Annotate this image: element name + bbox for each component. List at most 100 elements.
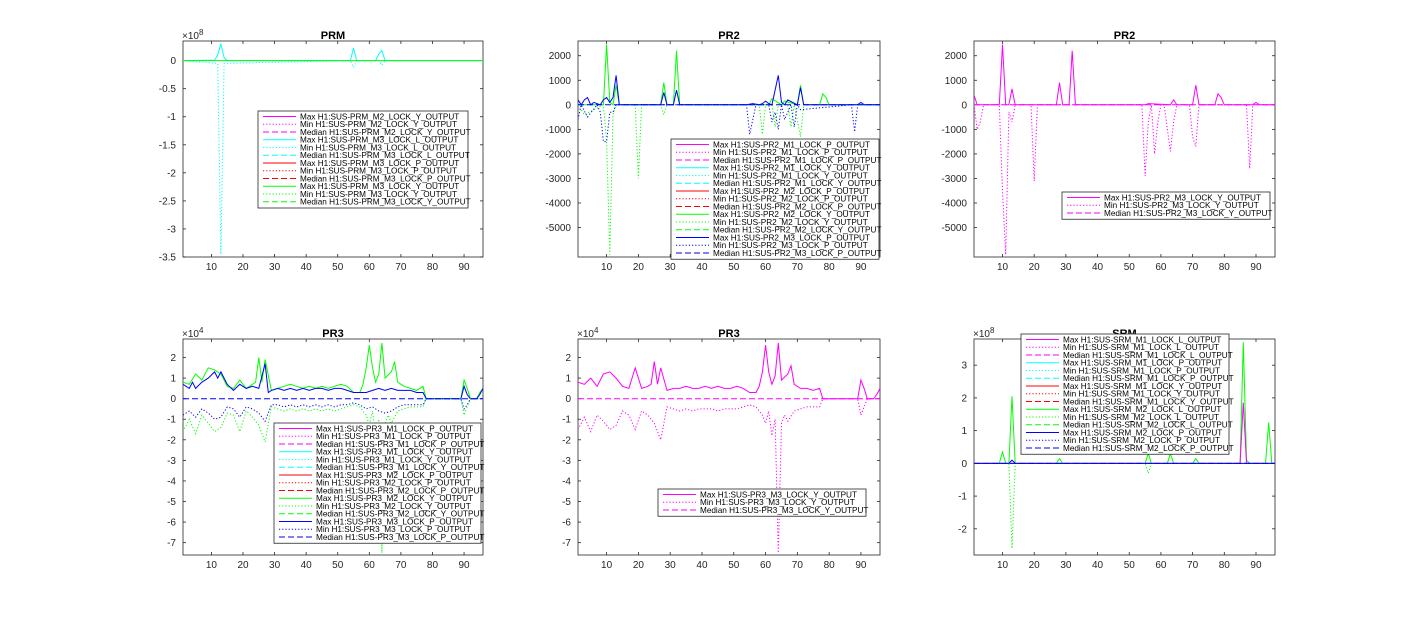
x-tick-label: 60	[1155, 560, 1167, 571]
series-line	[578, 398, 880, 553]
y-tick-label: 0	[170, 56, 176, 67]
legend-label: Max H1:SUS-PR2_M2_LOCK_P_OUTPUT	[713, 187, 870, 196]
x-tick-label: 70	[1187, 262, 1199, 273]
y-tick-label: 3	[961, 361, 967, 372]
subplot-3: 10 20 30 40 50 60 70 80 90 2000 1000 0 -1000 -2000 -30…	[941, 30, 1276, 273]
legend-label: Median H1:SUS-SRM_M1_LOCK_P_OUTPUT	[1063, 374, 1234, 383]
legend-label: Min H1:SUS-PR3_M1_LOCK_Y_OUTPUT	[316, 455, 471, 464]
x-tick-label: 50	[1124, 560, 1136, 571]
x-tick-label: 40	[696, 560, 708, 571]
legend-label: Max H1:SUS-PRM_M2_LOCK_Y_OUTPUT	[300, 112, 459, 121]
series-line	[974, 462, 1275, 549]
legend-label: Max H1:SUS-PR3_M2_LOCK_Y_OUTPUT	[316, 494, 473, 503]
series-group	[578, 44, 880, 255]
x-tick-label: 90	[855, 262, 867, 273]
x-tick-label: 20	[237, 560, 249, 571]
y-tick-label: 1	[961, 426, 967, 437]
legend-label: Max H1:SUS-SRM_M1_LOCK_L_OUTPUT	[1063, 335, 1221, 344]
y-tick-label: -2	[167, 168, 176, 179]
legend-label: Median H1:SUS-PR2_M3_LOCK_Y_OUTPUT	[1104, 209, 1272, 218]
axes-frame	[973, 40, 1276, 258]
x-tick-label: 20	[237, 262, 249, 273]
legend-label: Min H1:SUS-PR3_M3_LOCK_Y_OUTPUT	[700, 498, 855, 507]
legend-label: Max H1:SUS-PR2_M1_LOCK_Y_OUTPUT	[713, 164, 870, 173]
legend-label: Median H1:SUS-PR2_M1_LOCK_Y_OUTPUT	[713, 179, 881, 188]
legend-label: Max H1:SUS-SRM_M1_LOCK_P_OUTPUT	[1063, 359, 1222, 368]
y-tick-label: 2	[961, 393, 967, 404]
legend-label: Min H1:SUS-PR3_M1_LOCK_P_OUTPUT	[316, 432, 471, 441]
legend-label: Max H1:SUS-PR2_M2_LOCK_Y_OUTPUT	[713, 210, 870, 219]
series-line	[183, 363, 483, 400]
y-tick-label: 1000	[549, 76, 572, 87]
series-group	[578, 343, 880, 553]
x-tick-label: 70	[792, 560, 804, 571]
y-tick-label: -4000	[545, 199, 571, 210]
y-exponent-power: 4	[199, 326, 204, 335]
legend-label: Min H1:SUS-SRM_M2_LOCK_L_OUTPUT	[1063, 413, 1219, 422]
legend-label: Max H1:SUS-PR3_M2_LOCK_P_OUTPUT	[316, 471, 473, 480]
y-tick-label: -2	[562, 435, 571, 446]
legend-label: Median H1:SUS-PR3_M1_LOCK_Y_OUTPUT	[316, 463, 484, 472]
y-tick-label: -1	[167, 112, 176, 123]
y-tick-label: -3	[167, 456, 176, 467]
x-tick-label: 20	[633, 262, 645, 273]
y-tick-label: -7	[562, 538, 571, 549]
series-line	[183, 398, 483, 553]
legend-label: Max H1:SUS-PRM_M3_LOCK_P_OUTPUT	[300, 159, 459, 168]
x-tick-label: 10	[601, 262, 613, 273]
y-tick-label: 2000	[549, 51, 572, 62]
x-tick-label: 50	[728, 560, 740, 571]
y-tick-label: -2.5	[159, 196, 177, 207]
x-tick-label: 70	[1187, 560, 1199, 571]
legend-box	[257, 110, 469, 209]
series-line	[183, 43, 483, 62]
x-tick-label: 90	[458, 560, 470, 571]
subplot-4: 10 20 30 40 50 60 70 80 90210-1-2-3-4-5-6-7PR3×1…	[167, 326, 484, 571]
legend-label: Min H1:SUS-PR2_M1_LOCK_P_OUTPUT	[713, 148, 868, 157]
y-tick-label: 2	[170, 353, 176, 364]
x-tick-label: 80	[824, 560, 836, 571]
subplot-5: 10 20 30 40 50 60 70 80 90210-1-2-3-4-5-6-7PR3×1…	[562, 326, 881, 571]
y-tick-label: -2	[167, 435, 176, 446]
subplot-title: PR2	[718, 30, 739, 42]
y-tick-label: -5	[167, 497, 176, 508]
x-tick-label: 30	[1060, 560, 1072, 571]
y-tick-label: -5000	[545, 223, 571, 234]
x-tick-label: 40	[696, 262, 708, 273]
y-tick-label: -4000	[941, 199, 967, 210]
legend-label: Min H1:SUS-PRM_M3_LOCK_Y_OUTPUT	[300, 190, 457, 199]
subplot-title: PR3	[718, 328, 739, 340]
y-tick-label: -2000	[545, 149, 571, 160]
legend-label: Median H1:SUS-SRM_M2_LOCK_L_OUTPUT	[1063, 421, 1233, 430]
y-tick-label: -7	[167, 538, 176, 549]
y-tick-label: -3	[562, 456, 571, 467]
y-tick-label: 2000	[945, 51, 968, 62]
y-tick-label: -3000	[941, 174, 967, 185]
series-line	[183, 398, 483, 423]
x-tick-label: 40	[1092, 560, 1104, 571]
x-tick-label: 60	[364, 560, 376, 571]
y-tick-label: -3.5	[159, 253, 177, 264]
legend-label: Min H1:SUS-PR2_M2_LOCK_Y_OUTPUT	[713, 218, 868, 227]
legend-label: Median H1:SUS-PR2_M3_LOCK_P_OUTPUT	[713, 249, 881, 258]
series-line	[183, 343, 483, 400]
legend: Max H1:SUS-SRM_M1_LOCK_L_OUTPUT Min H1:SU…	[1020, 333, 1234, 455]
legend-label: Min H1:SUS-SRM_M1_LOCK_Y_OUTPUT	[1063, 390, 1220, 399]
x-tick-label: 10	[997, 560, 1009, 571]
series-group	[974, 342, 1275, 549]
x-tick-label: 80	[824, 262, 836, 273]
y-tick-label: -5	[562, 497, 571, 508]
y-tick-label: 0	[961, 459, 967, 470]
legend-label: Min H1:SUS-PRM_M3_LOCK_L_OUTPUT	[300, 143, 456, 152]
x-tick-label: 30	[269, 560, 281, 571]
subplot-title: PRM	[321, 30, 345, 42]
legend-label: Max H1:SUS-PR2_M3_LOCK_P_OUTPUT	[713, 233, 870, 242]
x-tick-label: 30	[665, 262, 677, 273]
x-tick-label: 10	[206, 560, 218, 571]
legend-label: Min H1:SUS-PR2_M1_LOCK_Y_OUTPUT	[713, 171, 868, 180]
y-tick-label: -2	[958, 524, 967, 535]
